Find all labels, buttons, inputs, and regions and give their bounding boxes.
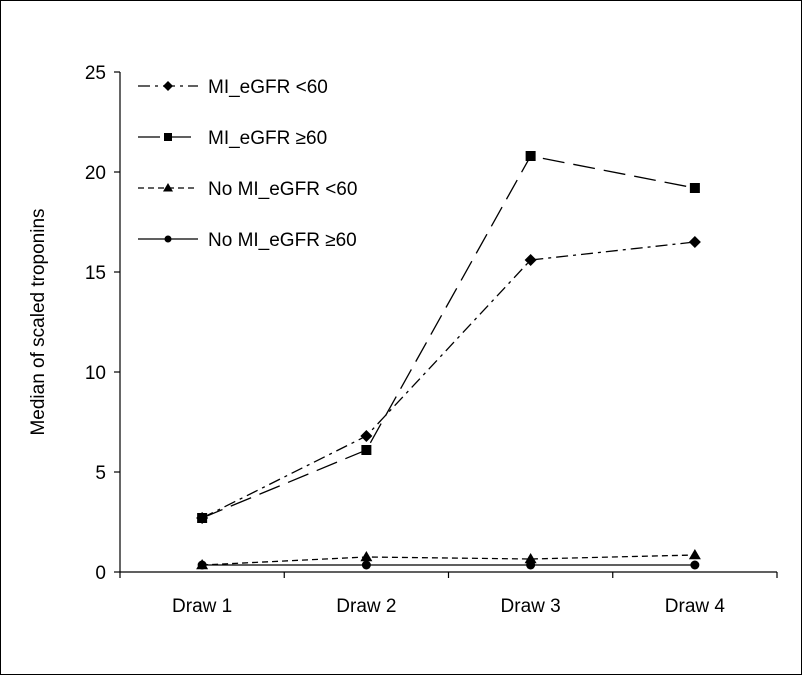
y-axis-title: Median of scaled troponins — [28, 208, 49, 435]
diamond-marker — [688, 236, 701, 248]
legend-item: MI_eGFR <60 — [138, 77, 328, 98]
legend-marker — [164, 133, 172, 141]
circle-marker — [526, 560, 536, 570]
triangle-marker — [360, 551, 373, 562]
square-marker — [689, 183, 700, 193]
x-tick-label: Draw 2 — [336, 596, 396, 617]
square-marker — [197, 513, 208, 523]
circle-marker — [197, 560, 207, 570]
legend-item: No MI_eGFR ≥60 — [138, 230, 357, 251]
diamond-marker — [360, 430, 373, 442]
legend-item: MI_eGFR ≥60 — [138, 128, 327, 149]
x-tick-label: Draw 1 — [172, 596, 232, 617]
series-line — [202, 554, 695, 566]
square-marker — [525, 151, 536, 161]
y-tick-label: 20 — [85, 163, 106, 184]
series-circle — [197, 560, 700, 570]
triangle-marker — [524, 553, 537, 564]
legend-label: MI_eGFR ≥60 — [208, 128, 327, 149]
legend-label: MI_eGFR <60 — [208, 77, 328, 98]
x-tick-label: Draw 4 — [665, 596, 726, 617]
legend-marker — [163, 183, 173, 192]
y-tick-label: 10 — [85, 363, 106, 384]
square-marker — [361, 445, 372, 455]
legend-marker — [163, 81, 173, 91]
triangle-marker — [688, 549, 701, 560]
series-line — [201, 155, 695, 519]
circle-marker — [690, 560, 700, 570]
legend-item: No MI_eGFR <60 — [138, 179, 357, 200]
y-tick-label: 0 — [95, 563, 106, 584]
y-tick-label: 15 — [85, 263, 106, 284]
series-diamond — [196, 236, 701, 524]
y-tick-label: 5 — [95, 463, 106, 484]
legend-label: No MI_eGFR ≥60 — [208, 230, 357, 251]
legend: MI_eGFR <60 MI_eGFR ≥60 No MI_eGFR <60 No M… — [138, 77, 357, 251]
series-triangle — [196, 549, 701, 570]
legend-marker — [164, 235, 172, 243]
series-lines — [196, 151, 701, 570]
y-tick-label: 25 — [85, 63, 106, 84]
series-square — [197, 151, 700, 523]
x-tick-label: Draw 3 — [501, 596, 561, 617]
diamond-marker — [524, 254, 537, 266]
x-ticks: Draw 1 Draw 2 Draw 3 Draw 4 — [119, 572, 778, 617]
series-line — [201, 241, 695, 519]
circle-marker — [361, 560, 371, 570]
y-ticks: 0 5 10 15 20 25 — [85, 63, 120, 584]
legend-label: No MI_eGFR <60 — [208, 179, 357, 200]
